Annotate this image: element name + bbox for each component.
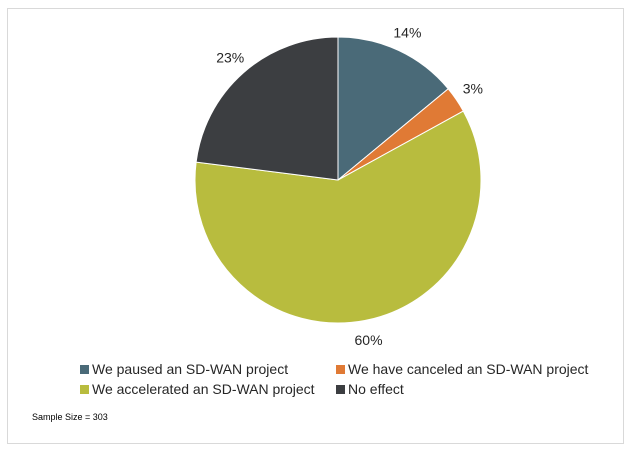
data-label: 3%: [463, 80, 483, 96]
data-label: 14%: [393, 25, 421, 41]
legend-item-no-effect: No effect: [336, 381, 404, 397]
legend-label: We have canceled an SD-WAN project: [348, 361, 589, 377]
legend-item-accelerated: We accelerated an SD-WAN project: [80, 381, 315, 397]
legend-item-canceled: We have canceled an SD-WAN project: [336, 361, 588, 377]
sample-size-note: Sample Size = 303: [32, 412, 108, 422]
data-label: 23%: [216, 50, 244, 66]
legend-swatch: [80, 364, 89, 374]
legend-swatch: [80, 384, 89, 394]
pie-slice: [195, 36, 339, 181]
data-label: 60%: [355, 332, 383, 348]
legend-item-paused: We paused an SD-WAN project: [80, 361, 288, 377]
legend-label: We paused an SD-WAN project: [92, 361, 289, 377]
chart-frame: [7, 8, 624, 444]
legend-swatch: [336, 364, 345, 374]
legend-label: No effect: [348, 381, 404, 397]
legend-swatch: [336, 384, 345, 394]
pie-slice: [194, 110, 482, 324]
legend-label: We accelerated an SD-WAN project: [92, 381, 315, 397]
pie-slice: [337, 36, 449, 182]
